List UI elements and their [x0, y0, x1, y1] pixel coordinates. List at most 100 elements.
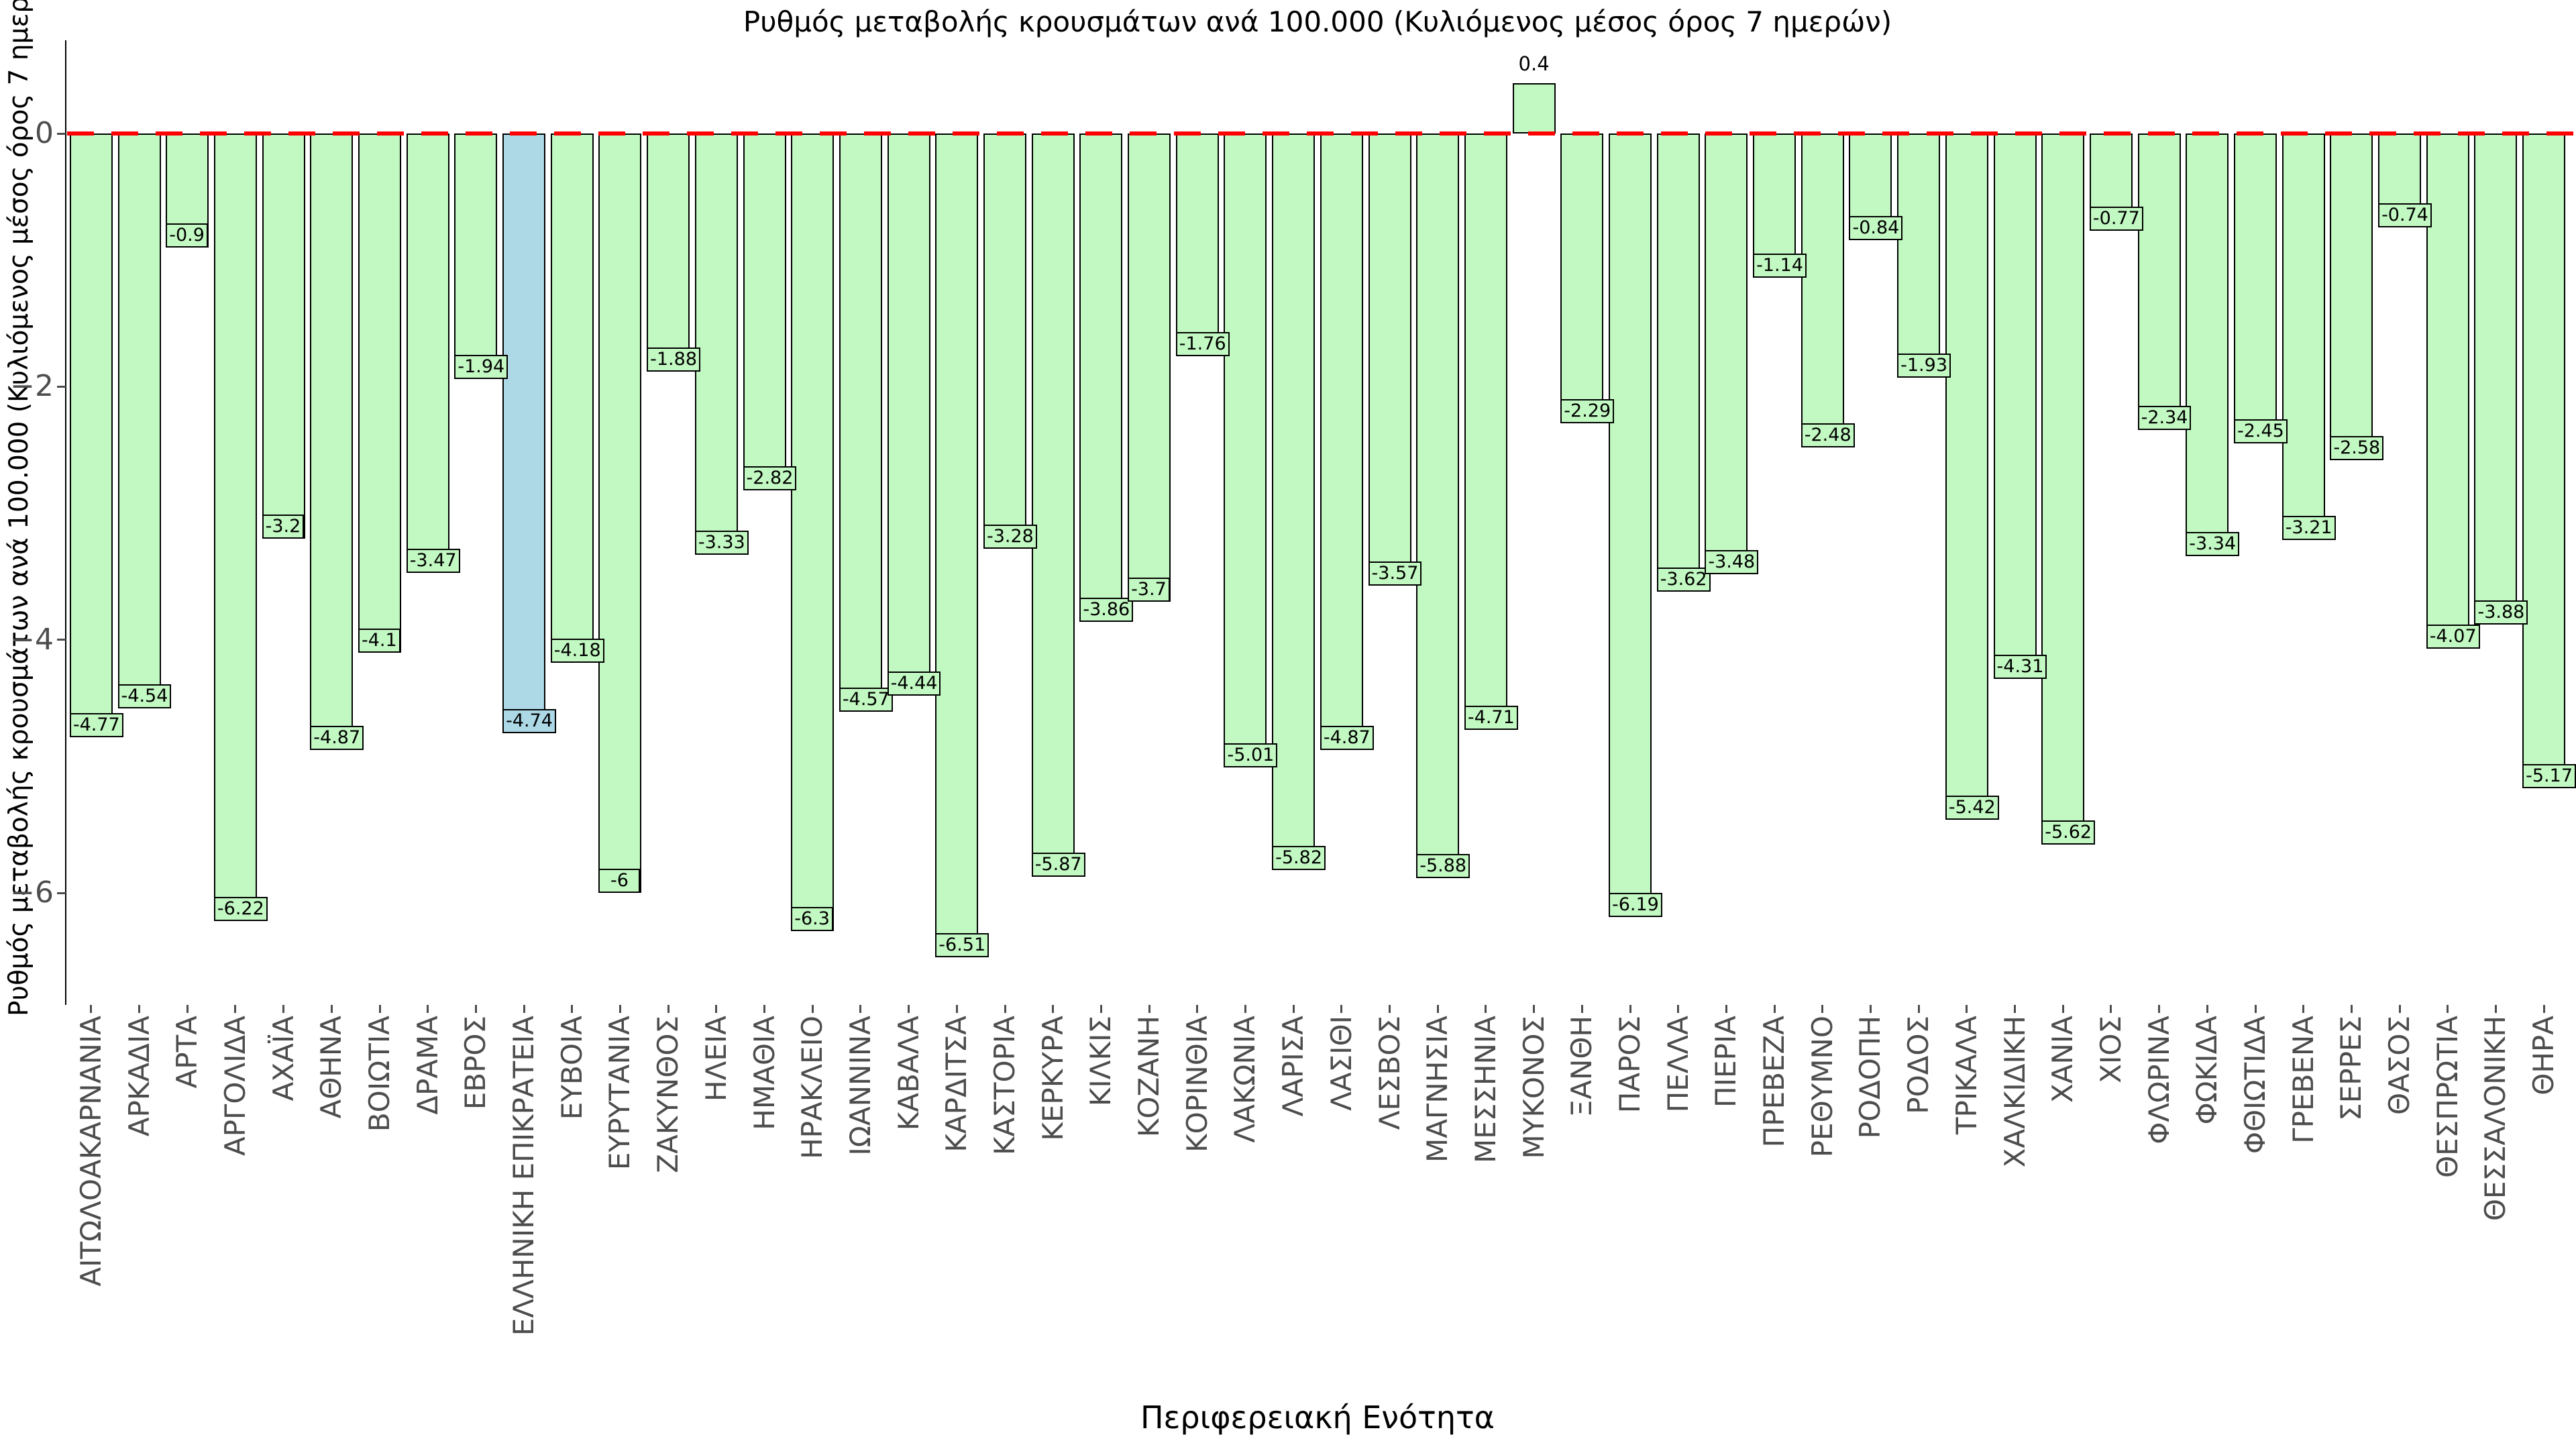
bar-value-label: -3.47 [406, 548, 460, 573]
bar-value-label: -1.14 [1753, 254, 1807, 278]
y-tick [57, 385, 66, 388]
bar-value-label: -1.93 [1897, 354, 1951, 378]
bar [647, 133, 690, 372]
bar [1272, 133, 1316, 871]
bar-value-label: -2.45 [2234, 419, 2288, 444]
x-category-label: ΒΟΙΩΤΙΑ [363, 1016, 396, 1132]
bar [1320, 133, 1363, 750]
bar [2137, 133, 2181, 430]
bar-value-label: -1.94 [454, 355, 508, 380]
bar [1224, 133, 1267, 768]
bar-value-label: -4.71 [1464, 705, 1518, 730]
bar [1609, 133, 1652, 918]
bar-value-label: -3.28 [983, 524, 1037, 549]
bar-value-label: -0.9 [166, 223, 208, 248]
bar [1128, 133, 1171, 602]
x-tick [1821, 1005, 1824, 1013]
x-tick [763, 1005, 766, 1013]
x-category-label: ΙΩΑΝΝΙΝΑ [843, 1016, 877, 1156]
x-category-label: ΑΡΓΟΛΙΔΑ [218, 1016, 252, 1157]
bar-value-label: -6.51 [935, 933, 989, 958]
bar-value-label: -4.77 [69, 713, 123, 738]
x-category-label: ΕΒΡΟΣ [459, 1016, 492, 1110]
y-tick [57, 892, 66, 894]
bar-value-label: -2.82 [743, 466, 797, 491]
bar-value-label: -4.18 [550, 638, 604, 663]
x-tick [1677, 1005, 1680, 1013]
bar [1705, 133, 1748, 574]
bar [69, 133, 113, 738]
x-axis-label: Περιφερειακή Ενότητα [1140, 1399, 1495, 1436]
x-category-label: ΠΕΛΛΑ [1661, 1016, 1695, 1113]
bar-value-label: -6.19 [1609, 893, 1662, 918]
bar-value-label: -5.01 [1224, 743, 1278, 768]
x-category-label: ΘΑΣΟΣ [2383, 1016, 2416, 1115]
bar [1801, 133, 1844, 447]
x-category-label: ΑΘΗΝΑ [315, 1016, 348, 1119]
x-tick [378, 1005, 381, 1013]
bar [406, 133, 449, 573]
x-tick [427, 1005, 429, 1013]
x-tick [908, 1005, 910, 1013]
bar-value-label: -0.77 [2089, 207, 2143, 231]
bar [2522, 133, 2566, 788]
x-category-label: ΣΕΡΡΕΣ [2334, 1016, 2368, 1121]
x-tick [234, 1005, 237, 1013]
bar [2041, 133, 2085, 845]
bar [1368, 133, 1411, 586]
x-category-label: ΑΡΚΑΔΙΑ [122, 1016, 156, 1137]
x-tick [955, 1005, 958, 1013]
bar [262, 133, 305, 539]
bar-value-label: -4.57 [839, 688, 893, 712]
x-tick [2014, 1005, 2017, 1013]
x-tick [1389, 1005, 1391, 1013]
bar [550, 133, 594, 663]
bar-value-label: -0.74 [2378, 203, 2432, 227]
x-category-label: ΕΥΒΟΙΑ [555, 1016, 588, 1120]
bar-value-label: -4.87 [1320, 725, 1374, 750]
x-category-label: ΛΑΡΙΣΑ [1277, 1016, 1310, 1117]
x-tick [186, 1005, 189, 1013]
x-category-label: ΗΜΑΘΙΑ [747, 1016, 781, 1130]
x-category-label: ΜΑΓΝΗΣΙΑ [1421, 1016, 1454, 1163]
x-category-label: ΜΥΚΟΝΟΣ [1517, 1016, 1550, 1159]
x-tick [90, 1005, 93, 1013]
x-category-label: ΕΛΛΗΝΙΚΗ ΕΠΙΚΡΑΤΕΙΑ [507, 1016, 541, 1336]
bar [2186, 133, 2229, 557]
bar-value-label: -4.44 [887, 671, 941, 696]
zero-line [67, 131, 2576, 136]
x-tick [1869, 1005, 1872, 1013]
bar-value-label: -6.22 [213, 896, 268, 921]
x-tick [2542, 1005, 2545, 1013]
y-tick-label: −6 [10, 875, 54, 910]
y-axis-label: Ρυθμός μεταβολής κρουσμάτων ανά 100.000 … [4, 0, 34, 1016]
x-category-label: ΗΛΕΙΑ [699, 1016, 733, 1102]
x-tick [2350, 1005, 2353, 1013]
bar [1993, 133, 2037, 680]
bar-value-label: -4.54 [117, 684, 172, 708]
x-category-label: ΚΕΡΚΥΡΑ [1036, 1016, 1069, 1141]
x-category-label: ΜΕΣΣΗΝΙΑ [1468, 1016, 1502, 1163]
y-tick-label: −2 [10, 369, 54, 404]
x-category-label: ΗΡΑΚΛΕΙΟ [796, 1016, 829, 1159]
bar-value-label: -2.48 [1801, 423, 1855, 447]
bar-value-label: -4.1 [358, 628, 400, 653]
bar [2330, 133, 2373, 460]
x-tick [1196, 1005, 1199, 1013]
x-tick [1629, 1005, 1631, 1013]
bar [2426, 133, 2469, 649]
bar-value-label: -2.34 [2137, 405, 2192, 430]
x-tick [811, 1005, 814, 1013]
x-tick [1436, 1005, 1439, 1013]
x-tick [619, 1005, 621, 1013]
x-tick [282, 1005, 285, 1013]
bar [1656, 133, 1700, 592]
x-tick [1148, 1005, 1150, 1013]
bar [1031, 133, 1075, 877]
bar [935, 133, 979, 958]
x-tick [1052, 1005, 1055, 1013]
bar [887, 133, 930, 696]
x-category-label: ΦΩΚΙΔΑ [2190, 1016, 2224, 1125]
bar [2282, 133, 2325, 540]
bar-value-label: -5.88 [1416, 853, 1470, 878]
